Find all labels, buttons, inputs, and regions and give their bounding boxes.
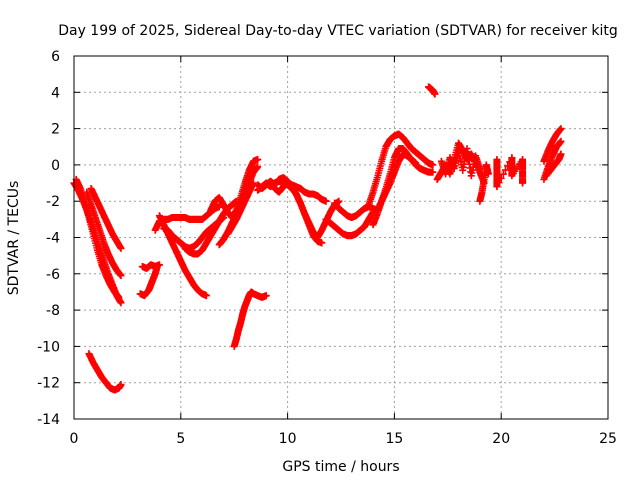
- series-arc-6: [230, 288, 270, 350]
- y-tick-label: 0: [51, 158, 60, 174]
- y-tick-label: -10: [37, 339, 60, 355]
- data-point: [493, 183, 501, 191]
- y-tick-label: 6: [51, 49, 60, 65]
- y-tick-label: 4: [51, 85, 60, 101]
- y-axis-label: SDTVAR / TECUs: [6, 181, 22, 296]
- data-point: [557, 150, 565, 158]
- data-point: [117, 272, 125, 280]
- series-arc-13a: [540, 125, 565, 165]
- data-point: [322, 197, 330, 205]
- axes: 0 5 10 15 20 25 -14 -12 -10 -8 -6 -4 -2 0 2 4 6: [37, 49, 617, 447]
- series-arc-3b: [138, 261, 163, 272]
- data-point: [499, 170, 507, 178]
- y-tick-label: -8: [46, 303, 60, 319]
- data-point: [117, 381, 125, 389]
- y-tick-label: -6: [46, 267, 60, 283]
- series-arc-11b: [437, 145, 484, 180]
- series-arc-10: [425, 83, 439, 98]
- x-tick-label: 10: [279, 431, 297, 447]
- x-tick-label: 25: [599, 431, 617, 447]
- y-tick-label: -4: [46, 231, 60, 247]
- series-arc-7b: [254, 174, 326, 247]
- data-point: [115, 293, 123, 301]
- data-point: [557, 125, 565, 133]
- data-point: [249, 179, 257, 187]
- data-point: [429, 168, 437, 176]
- data-point: [431, 90, 439, 98]
- series-arc-5c: [224, 179, 257, 238]
- data-point: [155, 261, 163, 269]
- data-point: [117, 244, 125, 252]
- data-point: [318, 239, 326, 247]
- chart-title: Day 199 of 2025, Sidereal Day-to-day VTE…: [58, 23, 618, 39]
- series-arc-11c: [476, 161, 492, 205]
- data-point: [557, 137, 565, 145]
- series-arc-2: [85, 350, 125, 394]
- y-tick-label: 2: [51, 122, 60, 138]
- data-points: [70, 83, 565, 394]
- data-point: [501, 166, 509, 174]
- data-point: [202, 292, 210, 300]
- data-point: [429, 161, 437, 169]
- x-tick-label: 5: [176, 431, 185, 447]
- series-arc-1c: [83, 188, 125, 280]
- data-point: [519, 179, 527, 187]
- data-point: [254, 163, 262, 171]
- series-arc-4d: [181, 197, 240, 258]
- series-arc-1d: [87, 184, 125, 252]
- series-arc-13c: [542, 150, 565, 180]
- series-arc-9c: [373, 150, 420, 214]
- x-tick-label: 20: [492, 431, 510, 447]
- data-point: [254, 155, 262, 163]
- data-point: [262, 292, 270, 300]
- data-point: [484, 170, 492, 178]
- series-arc-7c: [271, 179, 330, 205]
- x-tick-label: 0: [70, 431, 79, 447]
- series-arc-9a: [365, 130, 437, 209]
- data-point: [497, 174, 505, 182]
- x-axis-label: GPS time / hours: [282, 459, 399, 475]
- y-tick-label: -2: [46, 194, 60, 210]
- data-point: [117, 299, 125, 307]
- y-tick-label: -14: [37, 412, 60, 428]
- y-tick-label: -12: [37, 376, 60, 392]
- data-point: [412, 159, 420, 167]
- series-arc-4c: [151, 203, 223, 234]
- data-point: [495, 179, 503, 187]
- series-arc-12: [493, 154, 527, 191]
- grid: [74, 56, 608, 419]
- x-tick-label: 15: [385, 431, 403, 447]
